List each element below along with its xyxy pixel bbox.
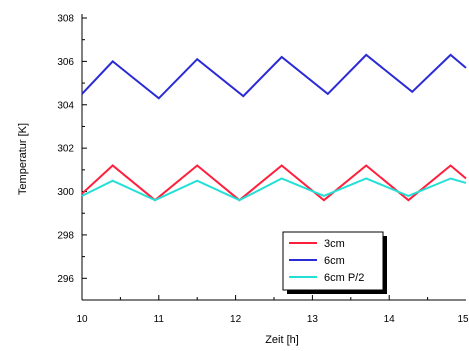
y-tick-label: 300 — [57, 187, 74, 198]
legend-label: 3cm — [324, 238, 345, 250]
y-axis-title: Temperatur [K] — [17, 123, 29, 195]
x-tick-label: 15 — [457, 314, 469, 325]
plot-series — [81, 53, 467, 202]
y-tick-label: 296 — [57, 274, 74, 285]
legend-label: 6cm — [324, 255, 345, 267]
x-tick-label: 10 — [76, 314, 88, 325]
y-tick-label: 306 — [57, 57, 74, 68]
legend: 3cm 6cm 6cm P/2 — [282, 231, 387, 294]
legend-label: 6cm P/2 — [324, 272, 364, 284]
y-tick-label: 304 — [57, 100, 74, 111]
x-tick-label: 14 — [384, 314, 396, 325]
x-tick-label: 12 — [230, 314, 242, 325]
x-tick-label: 11 — [154, 314, 165, 325]
axes: 296 298 300 302 304 306 308 10 11 12 13 14 15 Zeit [h… — [17, 14, 469, 347]
series-line-6cm — [81, 53, 467, 100]
series-line-6cm-p-2 — [81, 177, 467, 202]
series-line-3cm — [81, 164, 467, 202]
y-tick-label: 308 — [57, 14, 74, 25]
x-axis-title: Zeit [h] — [265, 334, 299, 346]
y-tick-label: 298 — [57, 230, 74, 241]
y-tick-label: 302 — [57, 144, 74, 155]
x-tick-label: 13 — [307, 314, 319, 325]
